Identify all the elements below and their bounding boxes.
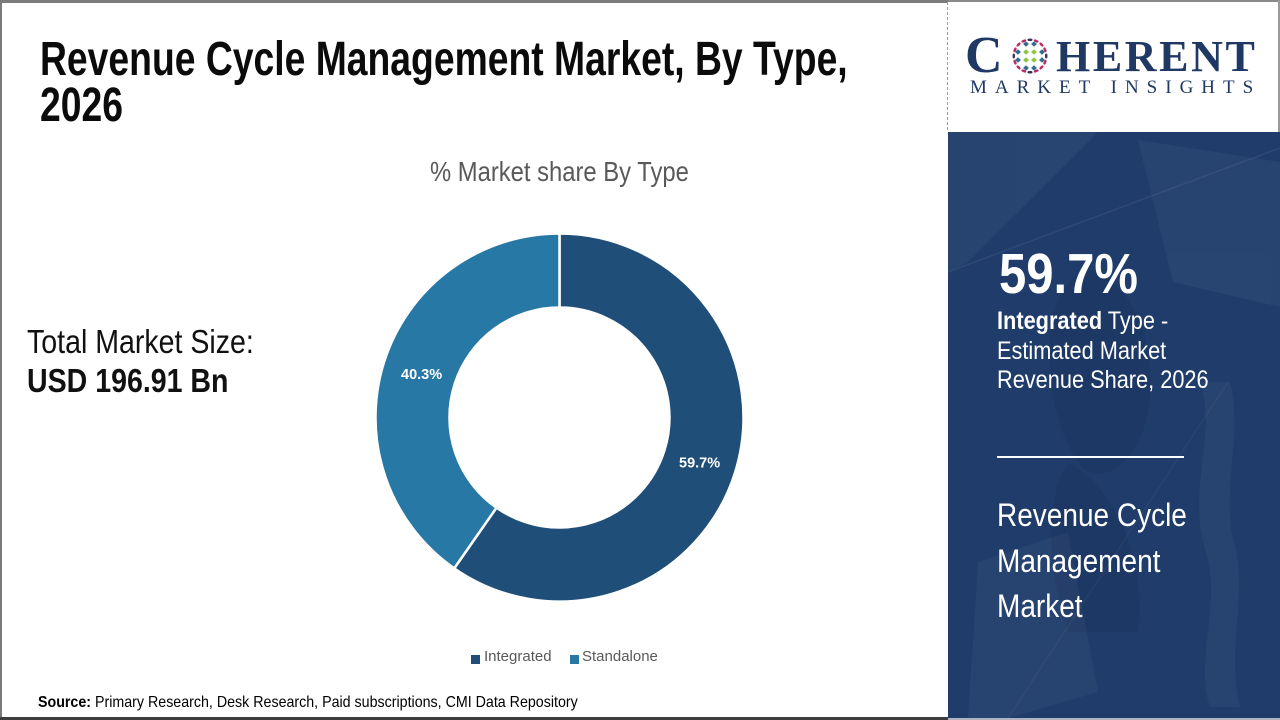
- svg-text:C: C: [965, 30, 1003, 84]
- svg-text:40.3%: 40.3%: [401, 367, 442, 383]
- svg-text:MARKET INSIGHTS: MARKET INSIGHTS: [970, 77, 1261, 98]
- svg-text:HERENT: HERENT: [1056, 32, 1257, 81]
- svg-text:59.7%: 59.7%: [679, 456, 720, 472]
